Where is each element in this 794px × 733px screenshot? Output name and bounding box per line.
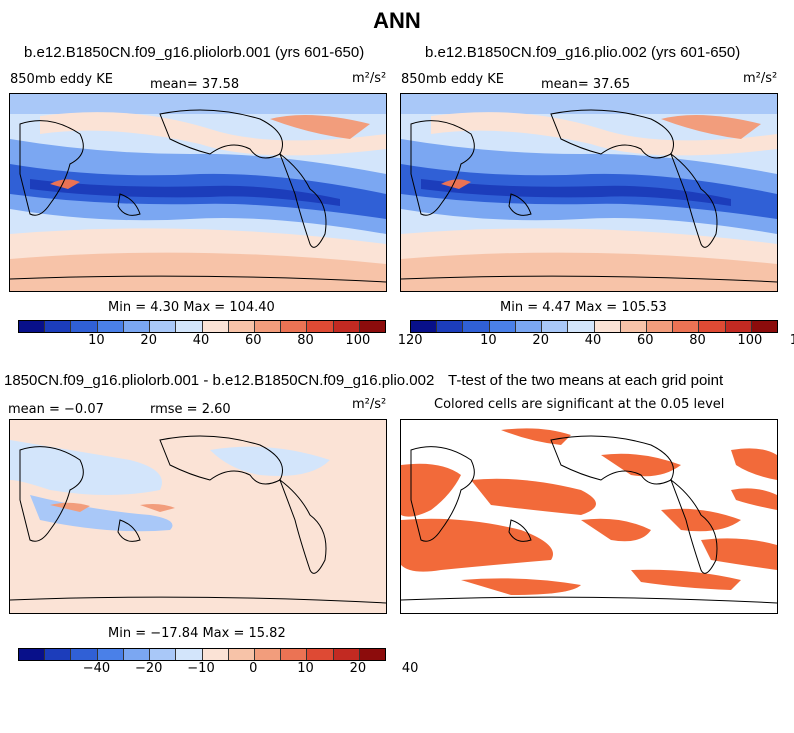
colorbar-ke-right-ticks: 10 20 40 60 80 100 120 [410,333,794,349]
panel-1-mean: mean= 37.58 [150,77,240,92]
colorbar-swatch [307,321,334,332]
panel-1-map-svg [10,94,386,291]
colorbar-swatch [254,321,282,332]
colorbar-tick-label: 120 [397,333,423,348]
panel-2-variable-label: 850mb eddy KE [401,72,504,87]
colorbar-swatch [620,321,647,332]
panel-3-map-svg [10,420,386,613]
colorbar-swatch [699,321,726,332]
colorbar-swatch [359,321,386,332]
colorbar-swatch [123,649,151,660]
colorbar-tick-label: 20 [140,333,157,348]
colorbar-swatch [176,649,203,660]
colorbar-tick-label: 100 [345,333,371,348]
panel-1-map [9,93,387,292]
colorbar-swatch [19,649,46,660]
colorbar-tick-label: −20 [134,661,163,676]
colorbar-diff [18,648,386,661]
colorbar-swatch [673,321,700,332]
colorbar-tick-label: 80 [689,333,706,348]
colorbar-tick-label: 120 [789,333,794,348]
colorbar-tick-label: 20 [532,333,549,348]
colorbar-swatch [437,321,464,332]
colorbar-swatch [281,321,308,332]
panel-3-title: 1850CN.f09_g16.pliolorb.001 - b.e12.B185… [4,372,435,389]
panel-2-map-svg [401,94,777,291]
colorbar-swatch [150,649,177,660]
colorbar-swatch [333,321,360,332]
panel-2-map [400,93,778,292]
colorbar-swatch [123,321,151,332]
colorbar-swatch [19,321,46,332]
panel-3-mean: mean = −0.07 [8,402,104,417]
colorbar-tick-label: −40 [82,661,111,676]
panel-4-map [400,419,778,614]
colorbar-swatch [202,321,229,332]
panel-3-map [9,419,387,614]
colorbar-diff-ticks: −40 −20 −10 0 10 20 40 [18,661,419,677]
colorbar-swatch [594,321,621,332]
colorbar-swatch [646,321,674,332]
colorbar-swatch [463,321,490,332]
colorbar-swatch [71,649,98,660]
colorbar-swatch [71,321,98,332]
panel-2-mean: mean= 37.65 [541,77,631,92]
colorbar-tick-label: −10 [187,661,215,676]
colorbar-swatch [333,649,360,660]
panel-3-units: m²/s² [352,397,387,412]
colorbar-swatch [97,321,124,332]
colorbar-tick-label: 40 [192,333,210,348]
colorbar-tick-label: 0 [249,661,258,676]
colorbar-swatch [568,321,595,332]
page-title: ANN [373,8,421,33]
colorbar-swatch [411,321,438,332]
colorbar-tick-label: 60 [245,333,262,348]
panel-4-map-svg [401,420,777,613]
colorbar-tick-label: 60 [637,333,654,348]
colorbar-swatch [359,649,386,660]
panel-1-minmax: Min = 4.30 Max = 104.40 [108,300,275,315]
colorbar-tick-label: 20 [349,661,367,676]
colorbar-swatch [176,321,203,332]
colorbar-tick-label: 40 [584,333,602,348]
colorbar-ke-left-ticks: 10 20 40 60 80 100 120 [18,333,422,349]
colorbar-tick-label: 80 [297,333,314,348]
panel-4-subtitle: Colored cells are significant at the 0.0… [434,397,725,412]
panel-3-minmax: Min = −17.84 Max = 15.82 [108,626,286,641]
panel-4-title: T-test of the two means at each grid poi… [448,372,724,389]
panel-2-units: m²/s² [743,71,778,86]
colorbar-swatch [307,649,334,660]
panel-3-rmse: rmse = 2.60 [150,402,231,417]
panel-2-title: b.e12.B1850CN.f09_g16.plio.002 (yrs 601-… [425,44,741,61]
colorbar-swatch [45,649,72,660]
panel-2-minmax: Min = 4.47 Max = 105.53 [500,300,667,315]
colorbar-swatch [281,649,308,660]
colorbar-swatch [228,321,255,332]
colorbar-swatch [725,321,752,332]
colorbar-swatch [228,649,255,660]
colorbar-swatch [254,649,282,660]
colorbar-swatch [515,321,543,332]
colorbar-ke-left [18,320,386,333]
colorbar-swatch [45,321,72,332]
colorbar-swatch [97,649,124,660]
colorbar-tick-label: 10 [480,333,497,348]
panel-1-title: b.e12.B1850CN.f09_g16.pliolorb.001 (yrs … [24,44,365,61]
colorbar-tick-label: 40 [401,661,419,676]
colorbar-swatch [150,321,177,332]
colorbar-ke-right [410,320,778,333]
colorbar-tick-label: 100 [737,333,763,348]
panel-1-units: m²/s² [352,71,387,86]
colorbar-swatch [542,321,569,332]
panel-1-variable-label: 850mb eddy KE [10,72,113,87]
colorbar-tick-label: 10 [88,333,105,348]
colorbar-swatch [751,321,778,332]
colorbar-tick-label: 10 [297,661,314,676]
colorbar-swatch [202,649,229,660]
colorbar-swatch [489,321,516,332]
